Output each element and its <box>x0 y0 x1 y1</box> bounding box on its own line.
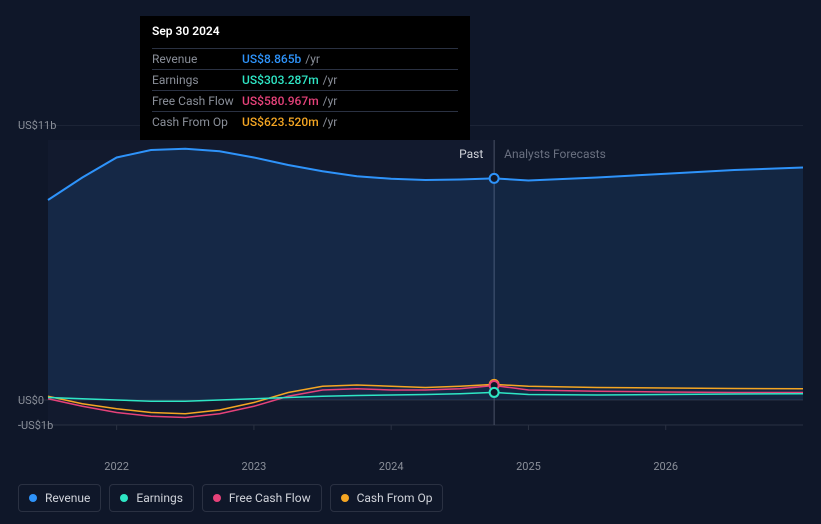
tooltip-row-unit: /yr <box>305 52 320 66</box>
legend-item-free-cash-flow[interactable]: Free Cash Flow <box>202 484 322 512</box>
tooltip-row: Free Cash FlowUS$580.967m/yr <box>152 90 458 111</box>
legend-item-revenue[interactable]: Revenue <box>18 484 101 512</box>
y-axis-label: -US$1b <box>18 419 53 432</box>
past-label: Past <box>459 147 483 161</box>
legend-dot-icon <box>213 494 221 502</box>
legend-item-earnings[interactable]: Earnings <box>109 484 194 512</box>
legend-label: Cash From Op <box>357 491 433 505</box>
legend-dot-icon <box>29 494 37 502</box>
x-axis-label: 2025 <box>516 460 541 473</box>
tooltip-row-label: Cash From Op <box>152 115 242 129</box>
tooltip-row-value: US$580.967m <box>242 94 319 108</box>
tooltip-row-unit: /yr <box>323 115 338 129</box>
tooltip-row-value: US$303.287m <box>242 73 319 87</box>
tooltip-row-unit: /yr <box>323 94 338 108</box>
tooltip-row-label: Revenue <box>152 52 242 66</box>
tooltip-row-label: Free Cash Flow <box>152 94 242 108</box>
legend-dot-icon <box>120 494 128 502</box>
legend-label: Free Cash Flow <box>229 491 311 505</box>
tooltip-row-value: US$8.865b <box>242 52 301 66</box>
x-axis-label: 2024 <box>379 460 404 473</box>
forecast-label: Analysts Forecasts <box>504 147 606 161</box>
tooltip-row-label: Earnings <box>152 73 242 87</box>
tooltip-date: Sep 30 2024 <box>152 24 458 44</box>
x-axis-label: 2023 <box>242 460 267 473</box>
y-axis-label: US$11b <box>18 119 56 132</box>
legend-item-cash-from-op[interactable]: Cash From Op <box>330 484 444 512</box>
y-axis-label: US$0 <box>18 394 44 407</box>
x-axis-label: 2022 <box>104 460 129 473</box>
chart-svg <box>18 125 803 445</box>
legend-dot-icon <box>341 494 349 502</box>
tooltip-row-unit: /yr <box>323 73 338 87</box>
legend-label: Earnings <box>136 491 183 505</box>
tooltip-row: EarningsUS$303.287m/yr <box>152 69 458 90</box>
tooltip-row-value: US$623.520m <box>242 115 319 129</box>
x-axis-label: 2026 <box>653 460 678 473</box>
legend-label: Revenue <box>45 491 90 505</box>
tooltip-row: RevenueUS$8.865b/yr <box>152 48 458 69</box>
legend: Revenue Earnings Free Cash Flow Cash From O… <box>18 484 443 512</box>
chart-tooltip: Sep 30 2024 RevenueUS$8.865b/yrEarningsU… <box>140 16 470 140</box>
chart-area: US$11bUS$0-US$1b 20222023202420252026 Pa… <box>18 125 803 445</box>
tooltip-row: Cash From OpUS$623.520m/yr <box>152 111 458 132</box>
